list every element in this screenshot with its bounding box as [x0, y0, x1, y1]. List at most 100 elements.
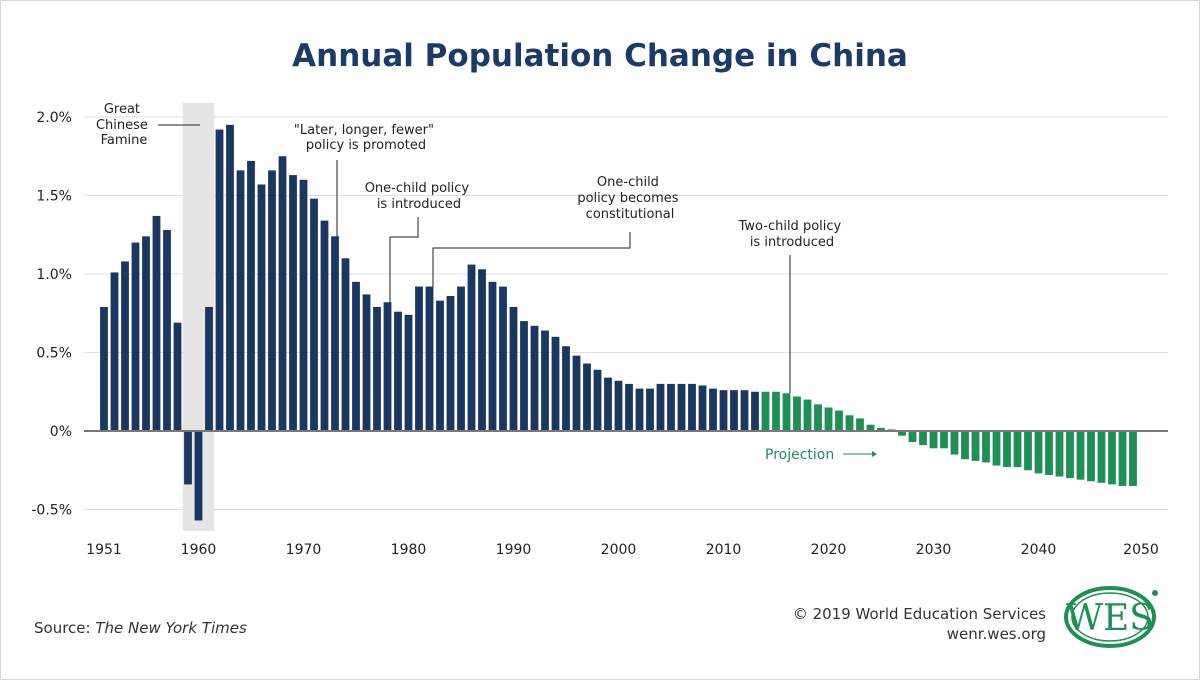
bar-1979 [394, 311, 402, 431]
bar-2032 [950, 431, 959, 455]
projection-label: Projection [765, 447, 877, 463]
bar-1996 [572, 355, 581, 431]
bar-1956 [152, 215, 161, 431]
bar-2048 [1118, 431, 1127, 486]
wes-logo: WES [1064, 586, 1158, 648]
bar-1958 [173, 322, 182, 431]
bar-2011 [730, 390, 738, 431]
bar-1986 [467, 264, 476, 431]
bar-2015 [772, 391, 780, 431]
x-tick-label: 1970 [286, 542, 322, 558]
bar-2035 [982, 431, 990, 463]
bar-1951 [100, 306, 108, 431]
website-link[interactable]: wenr.wes.org [947, 625, 1046, 643]
bar-1964 [236, 170, 245, 431]
bar-2023 [856, 418, 864, 431]
bar-1953 [121, 261, 129, 431]
projection-arrowhead-icon [872, 451, 877, 457]
bar-1977 [373, 306, 381, 431]
bar-1993 [541, 330, 549, 431]
bar-2002 [635, 388, 644, 431]
bar-1982 [425, 286, 434, 431]
copyright-text: © 2019 World Education Services [793, 605, 1046, 623]
bar-1990 [509, 306, 518, 431]
annotation-constitutional-text: One-child policy becomes constitutional [577, 175, 682, 222]
bars [100, 124, 1137, 521]
bar-2049 [1129, 431, 1137, 486]
bar-1952 [110, 272, 119, 431]
bar-2013 [751, 391, 759, 431]
annotation-two-child-text: Two-child policy is introduced [738, 219, 846, 250]
bar-2046 [1097, 431, 1106, 483]
bar-1976 [362, 294, 371, 431]
x-tick-label: 2000 [601, 542, 637, 558]
annotation-constitutional-leader [432, 232, 631, 287]
x-tick-label: 2040 [1021, 542, 1057, 558]
y-tick-label: 1.0% [36, 267, 72, 283]
y-tick-label: 0% [50, 424, 72, 440]
bar-2042 [1055, 431, 1064, 477]
bar-2005 [667, 383, 675, 431]
bar-2006 [677, 383, 686, 431]
bar-1973 [331, 236, 339, 431]
bar-1955 [142, 236, 150, 431]
bar-2009 [709, 388, 717, 431]
x-axis-labels: 1951 1960 1970 1980 1990 2000 2010 2020 2030 2040… [86, 542, 1159, 558]
bar-2047 [1108, 431, 1116, 485]
x-tick-label: 2010 [706, 542, 742, 558]
bar-2041 [1045, 431, 1053, 475]
bar-1997 [583, 363, 591, 431]
bar-1954 [131, 242, 140, 431]
bar-2019 [814, 404, 822, 431]
annotation-one-child: One-child policy is introduced [365, 181, 474, 303]
bar-1991 [520, 321, 528, 431]
bar-2033 [961, 431, 969, 460]
bar-1994 [551, 336, 560, 431]
bar-1978 [383, 302, 392, 431]
bar-2039 [1024, 431, 1032, 471]
bar-2031 [940, 431, 948, 449]
bar-1960 [194, 431, 203, 521]
x-tick-label: 2030 [916, 542, 952, 558]
bar-1984 [446, 295, 455, 431]
bar-1981 [415, 286, 423, 431]
bar-1974 [341, 258, 350, 431]
annotation-famine-text: Great Chinese Famine [96, 102, 152, 148]
bar-2027 [898, 431, 906, 436]
bar-2038 [1013, 431, 1022, 468]
bar-2037 [1003, 431, 1011, 468]
bar-1983 [436, 300, 444, 431]
bar-2007 [688, 383, 696, 431]
bar-1970 [299, 179, 308, 431]
bar-1966 [257, 184, 266, 431]
bar-1963 [226, 124, 234, 431]
bar-2043 [1066, 431, 1074, 479]
bar-2025 [877, 427, 885, 431]
wes-logo-text: WES [1066, 598, 1154, 639]
annotation-one-child-text: One-child policy is introduced [365, 181, 474, 212]
y-tick-label: 0.5% [36, 346, 72, 362]
bar-2010 [719, 390, 728, 431]
bar-1999 [604, 377, 612, 431]
x-tick-label: 1960 [181, 542, 217, 558]
bar-2008 [698, 385, 707, 431]
bar-1965 [247, 160, 255, 431]
annotation-one-child-leader [389, 217, 419, 303]
x-tick-label: 1980 [391, 542, 427, 558]
bar-2000 [614, 380, 623, 431]
y-tick-label: 2.0% [36, 110, 72, 126]
bar-1975 [352, 281, 360, 431]
bar-2040 [1034, 431, 1043, 474]
bar-1988 [488, 281, 497, 431]
bar-2020 [824, 407, 833, 431]
bar-1998 [593, 369, 602, 431]
bar-1971 [310, 198, 318, 431]
bar-1992 [530, 325, 539, 431]
bar-2029 [919, 431, 927, 446]
bar-2012 [740, 390, 749, 431]
bar-2036 [992, 431, 1001, 466]
bar-1967 [268, 170, 276, 431]
chart-title: Annual Population Change in China [292, 38, 908, 74]
source-text: Source: The New York Times [34, 619, 247, 637]
bar-2001 [625, 383, 633, 431]
